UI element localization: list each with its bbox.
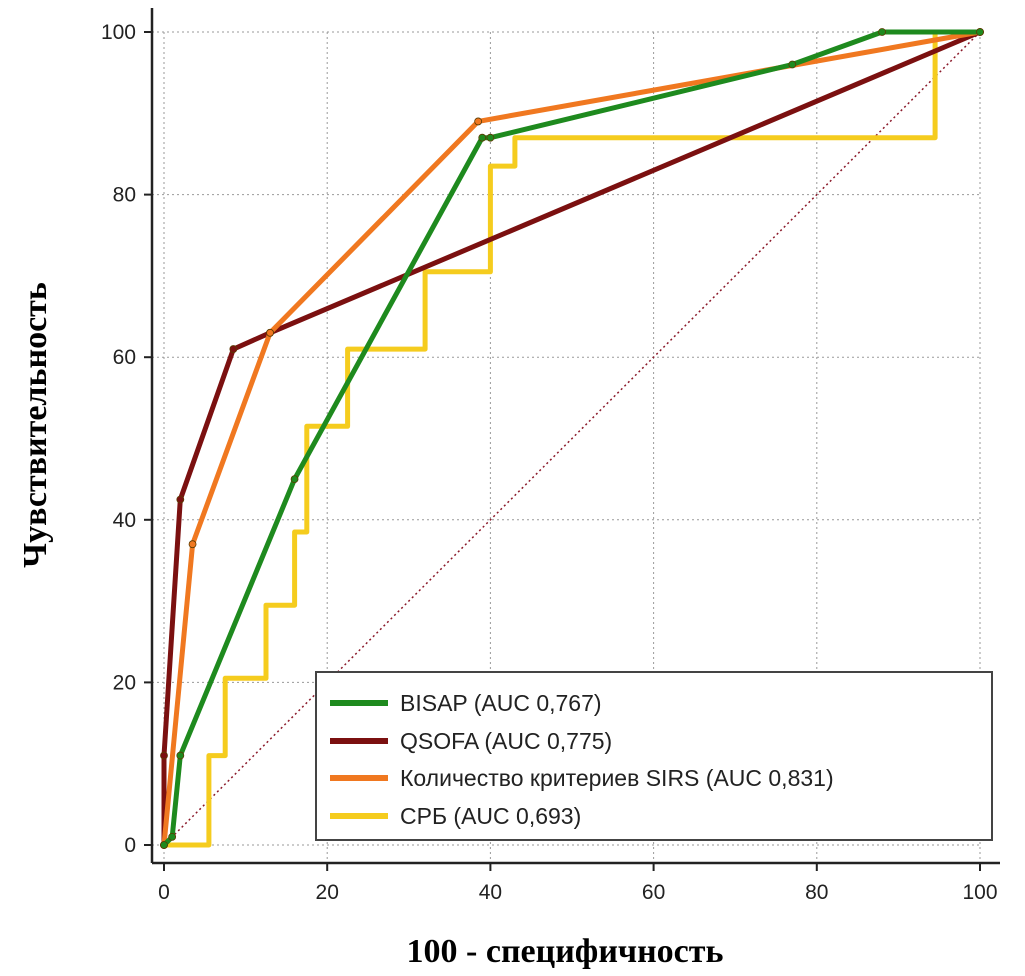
data-point <box>176 751 185 760</box>
data-point <box>878 28 886 36</box>
x-tick-label: 80 <box>805 881 828 904</box>
y-tick-label: 20 <box>113 671 136 694</box>
legend-label-bisap: BISAP (AUC 0,767) <box>400 690 602 716</box>
data-point <box>266 328 274 337</box>
x-tick-label: 0 <box>158 881 170 904</box>
legend-label-crp: СРБ (AUC 0,693) <box>400 803 581 829</box>
data-point <box>976 28 984 36</box>
y-tick-label: 0 <box>124 834 136 857</box>
x-axis-title: 100 - специфичность <box>407 933 724 970</box>
data-point <box>229 345 238 353</box>
data-point <box>160 751 168 760</box>
y-axis-title: Чувствительность <box>17 282 54 568</box>
data-point <box>290 475 299 484</box>
x-tick-label: 20 <box>316 881 339 904</box>
y-tick-label: 40 <box>113 509 136 532</box>
data-point <box>788 60 797 69</box>
data-point <box>486 133 495 142</box>
y-tick-label: 80 <box>113 184 136 207</box>
data-point <box>188 540 197 549</box>
data-point <box>474 117 483 126</box>
data-point <box>478 133 487 142</box>
series-lines <box>160 28 984 849</box>
x-tick-label: 100 <box>962 881 997 904</box>
series-line-qsofa <box>161 29 983 848</box>
x-tick-label: 40 <box>479 881 502 904</box>
reference-diagonal <box>163 31 981 846</box>
data-point <box>168 832 177 841</box>
data-point <box>176 495 185 504</box>
reference-line <box>163 31 981 846</box>
y-tick-label: 60 <box>113 346 136 369</box>
series-line-crp <box>161 29 983 848</box>
y-tick-label: 100 <box>101 21 136 44</box>
legend-box <box>315 671 993 841</box>
legend: BISAP (AUC 0,767) QSOFA (AUC 0,775) Коли… <box>315 671 993 841</box>
legend-label-sirs: Количество критериев SIRS (AUC 0,831) <box>400 765 834 791</box>
data-point <box>160 841 168 849</box>
legend-label-qsofa: QSOFA (AUC 0,775) <box>400 728 612 754</box>
x-tick-label: 60 <box>642 881 665 904</box>
tick-labels: 0 20 40 60 80 100 0 20 40 60 80 100 <box>101 21 998 904</box>
axes <box>150 8 1000 865</box>
